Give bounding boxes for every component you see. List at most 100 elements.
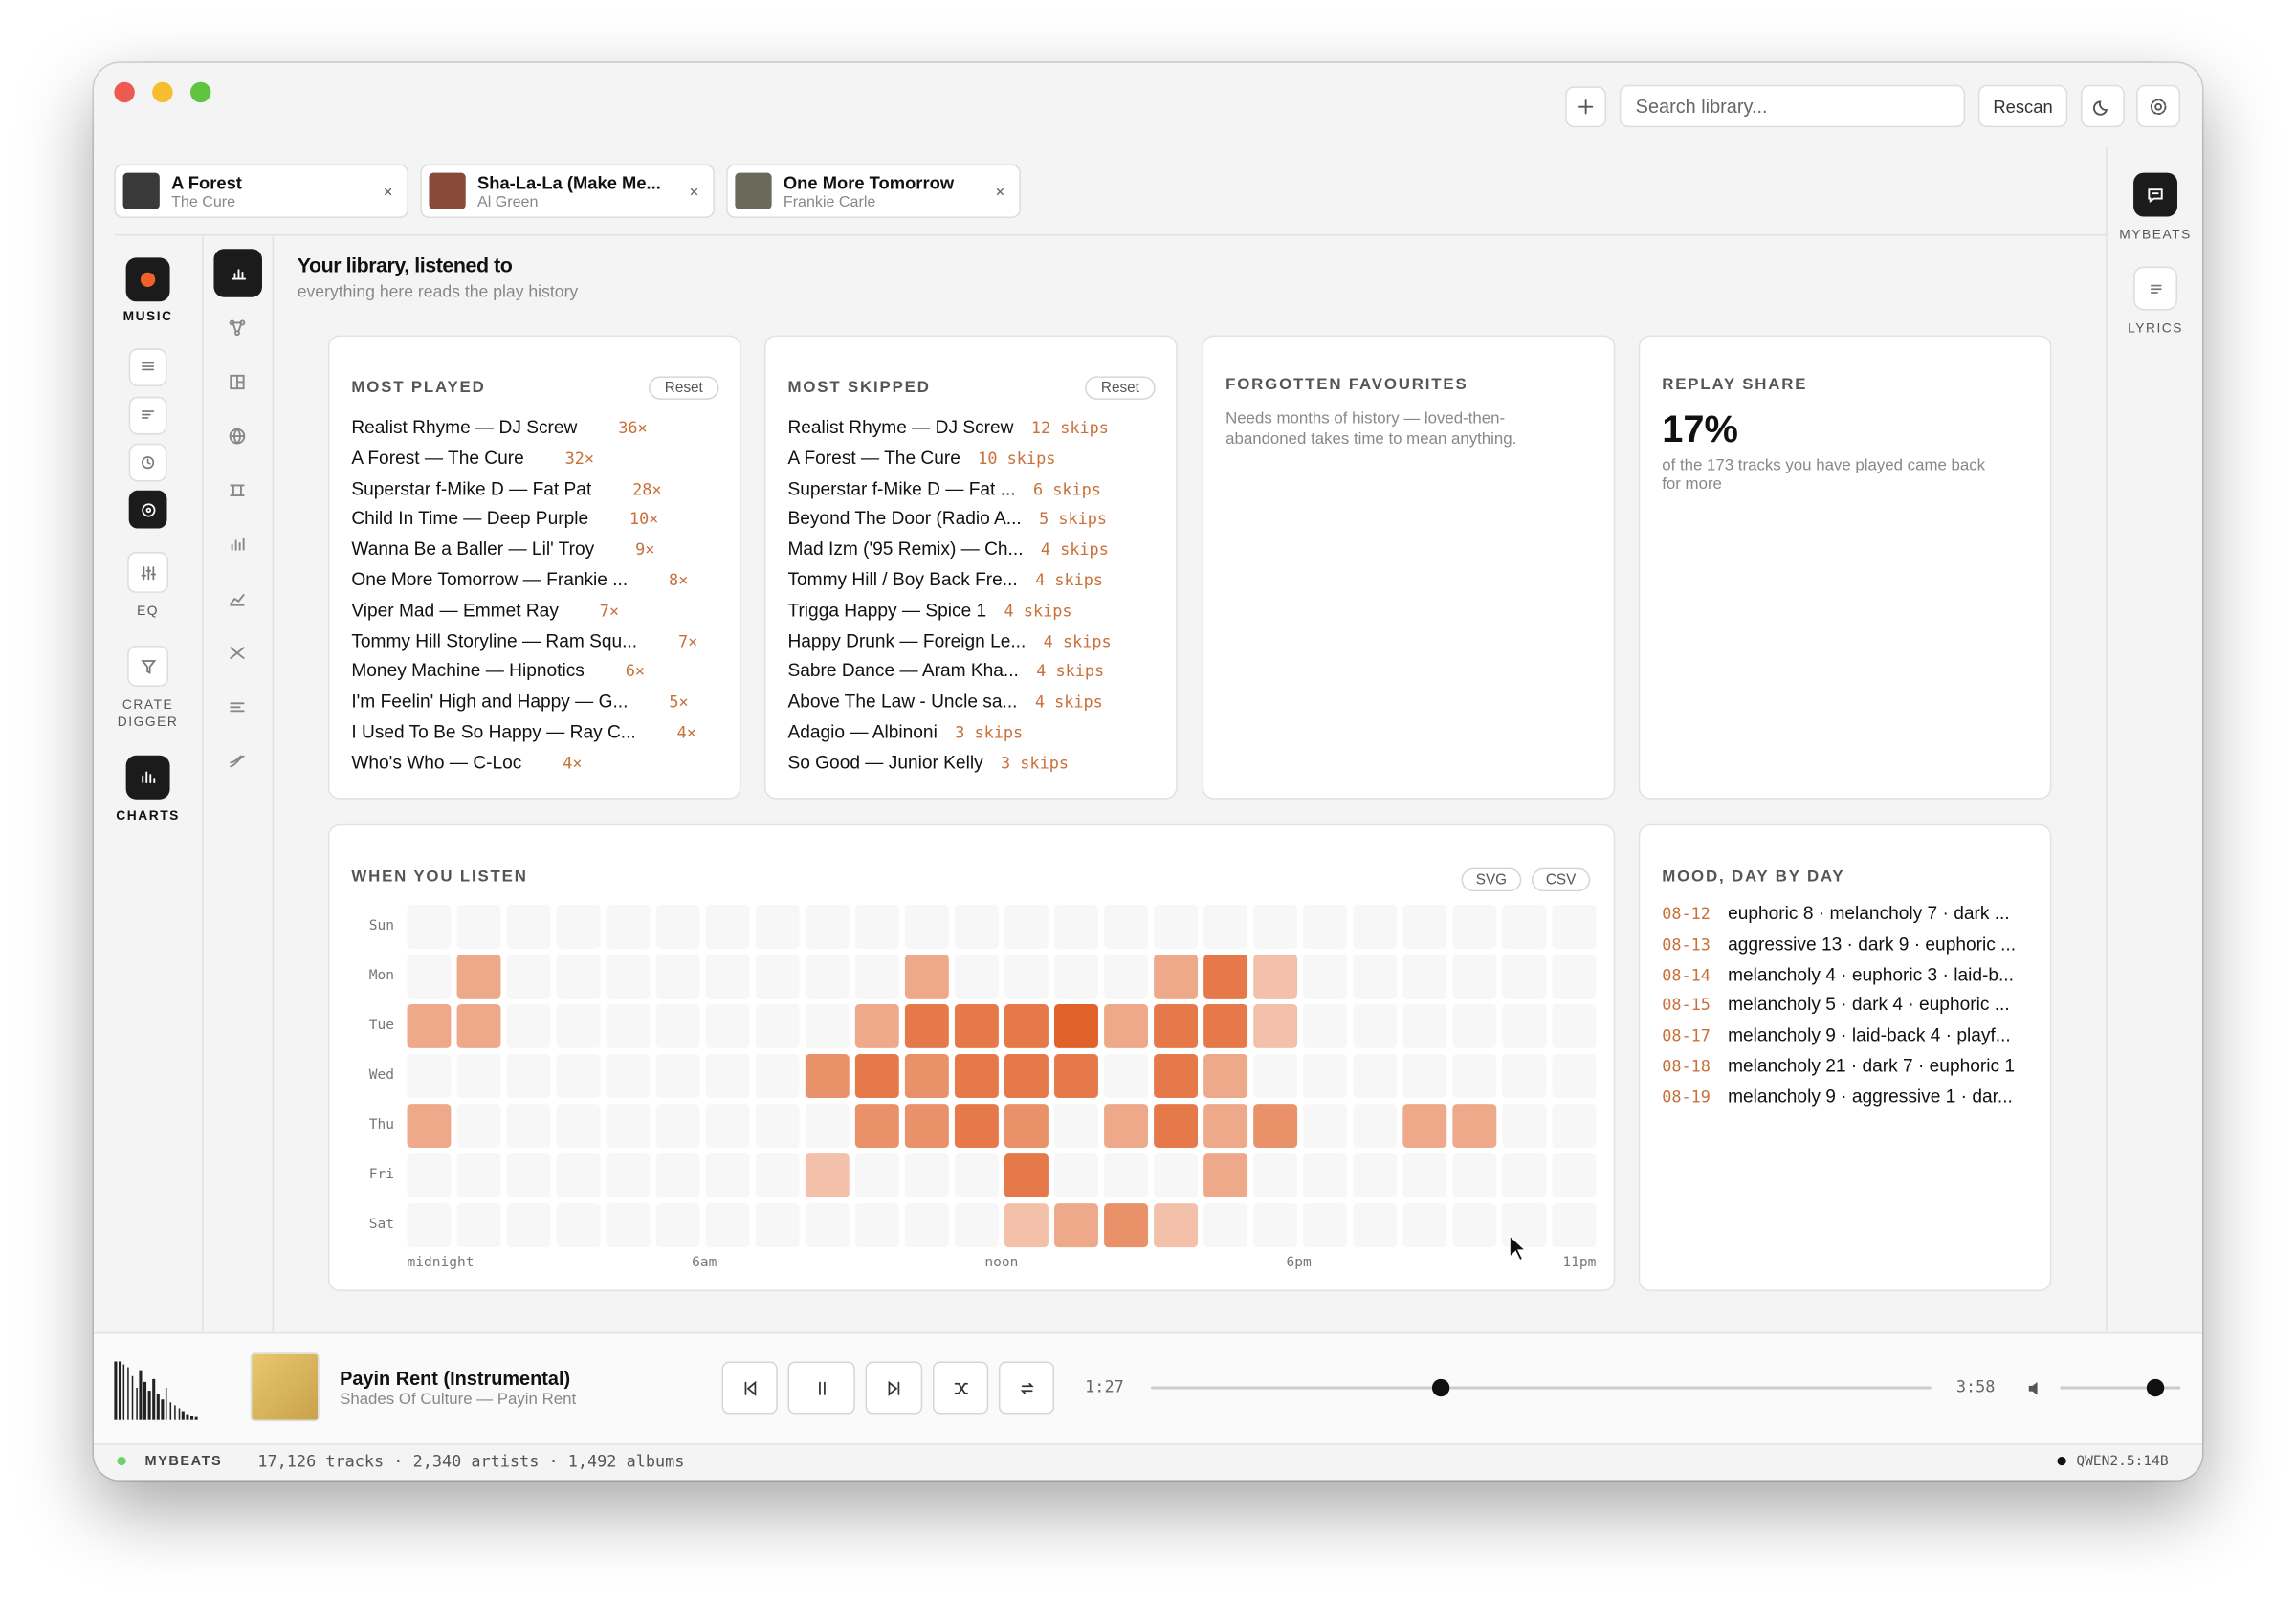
progress-track[interactable] bbox=[1151, 1386, 1932, 1390]
heatmap-cell bbox=[506, 954, 551, 999]
list-row[interactable]: Who's Who — C-Loc 4× bbox=[351, 752, 582, 772]
day-label: Tue bbox=[368, 1017, 394, 1034]
tab[interactable]: Sha-La-La (Make Me... Al Green bbox=[420, 164, 715, 219]
track-count: 4 skips bbox=[1043, 631, 1112, 651]
list-row[interactable]: Superstar f-Mike D — Fat Pat 28× bbox=[351, 478, 661, 498]
subnav-item[interactable] bbox=[220, 582, 255, 615]
nav-item[interactable] bbox=[128, 348, 167, 387]
tab[interactable]: One More Tomorrow Frankie Carle bbox=[726, 164, 1021, 219]
tab-close[interactable] bbox=[682, 180, 705, 203]
list-row[interactable]: Happy Drunk — Foreign Le... 4 skips bbox=[787, 630, 1111, 650]
subnav-active[interactable] bbox=[213, 249, 262, 297]
day-label: Thu bbox=[368, 1116, 394, 1133]
list-row[interactable]: Beyond The Door (Radio A... 5 skips bbox=[787, 509, 1107, 529]
window-control[interactable] bbox=[152, 81, 173, 103]
nav-item[interactable] bbox=[128, 443, 167, 482]
subnav-item[interactable] bbox=[220, 420, 255, 452]
rescan-button[interactable]: Rescan bbox=[1977, 84, 2068, 128]
list-row[interactable]: Tommy Hill / Boy Back Fre... 4 skips bbox=[787, 569, 1103, 589]
mybeats-button[interactable] bbox=[2133, 172, 2178, 217]
search-input[interactable]: Search library... bbox=[1619, 84, 1966, 128]
player-control[interactable] bbox=[865, 1361, 923, 1415]
theme-button[interactable] bbox=[2080, 84, 2125, 128]
player-control[interactable] bbox=[932, 1361, 989, 1415]
player-control[interactable] bbox=[721, 1361, 778, 1415]
volume-icon[interactable] bbox=[2023, 1377, 2043, 1397]
list-row[interactable]: Child In Time — Deep Purple 10× bbox=[351, 509, 658, 529]
heatmap-cell bbox=[1253, 1003, 1298, 1048]
heatmap-cell bbox=[407, 1203, 452, 1248]
list-row[interactable]: Above The Law - Uncle sa... 4 skips bbox=[787, 692, 1102, 712]
tab-subtitle: Frankie Carle bbox=[783, 193, 876, 211]
progress-knob[interactable] bbox=[1431, 1378, 1450, 1397]
list-row[interactable]: Viper Mad — Emmet Ray 7× bbox=[351, 600, 619, 620]
player-control[interactable] bbox=[998, 1361, 1055, 1415]
icon-part bbox=[743, 1379, 756, 1396]
icon-part bbox=[140, 565, 156, 580]
tab[interactable]: A Forest The Cure bbox=[114, 164, 409, 219]
pill-button[interactable]: SVG bbox=[1461, 867, 1522, 892]
list-row[interactable]: Mad Izm ('95 Remix) — Ch... 4 skips bbox=[787, 539, 1108, 560]
settings-button[interactable] bbox=[2136, 84, 2181, 128]
list-row[interactable]: Superstar f-Mike D — Fat ... 6 skips bbox=[787, 478, 1100, 498]
wave-bar bbox=[147, 1391, 151, 1420]
pill-button[interactable]: Reset bbox=[1085, 376, 1156, 400]
heatmap-cell bbox=[606, 1153, 651, 1198]
list-row[interactable]: Adagio — Albinoni 3 skips bbox=[787, 722, 1023, 742]
pill-button[interactable]: CSV bbox=[1532, 867, 1591, 892]
window-control[interactable] bbox=[189, 81, 211, 103]
volume-knob[interactable] bbox=[2146, 1378, 2165, 1397]
list-row[interactable]: Trigga Happy — Spice 1 4 skips bbox=[787, 600, 1071, 620]
pill-button[interactable]: Reset bbox=[649, 376, 719, 400]
nav-item-active[interactable] bbox=[128, 490, 167, 529]
nav-item[interactable] bbox=[128, 396, 167, 434]
subnav-item[interactable] bbox=[220, 691, 255, 723]
tab-artwork bbox=[429, 172, 466, 209]
nav-eq[interactable] bbox=[127, 552, 169, 593]
icon-part bbox=[144, 506, 151, 513]
list-row[interactable]: Tommy Hill Storyline — Ram Squ... 7× bbox=[351, 630, 697, 650]
lyrics-button[interactable] bbox=[2133, 266, 2178, 311]
volume-track[interactable] bbox=[2060, 1386, 2181, 1390]
heatmap-cell bbox=[1552, 954, 1597, 999]
icon-part bbox=[888, 1379, 900, 1396]
list-row[interactable]: Wanna Be a Baller — Lil' Troy 9× bbox=[351, 539, 654, 560]
heatmap-cell bbox=[1253, 904, 1298, 949]
heatmap-cell bbox=[1552, 904, 1597, 949]
heatmap-cell bbox=[954, 1203, 999, 1248]
list-row[interactable]: Realist Rhyme — DJ Screw 36× bbox=[351, 417, 647, 437]
list-row[interactable]: Realist Rhyme — DJ Screw 12 skips bbox=[787, 417, 1108, 437]
icon-part bbox=[1019, 1382, 1034, 1394]
list-row[interactable]: A Forest — The Cure 32× bbox=[351, 448, 594, 468]
heatmap-cell bbox=[1203, 1054, 1248, 1098]
track-name: Child In Time — Deep Purple bbox=[351, 508, 589, 530]
subnav-item[interactable] bbox=[220, 474, 255, 507]
list-row[interactable]: I Used To Be So Happy — Ray C... 4× bbox=[351, 722, 696, 742]
nav-music[interactable] bbox=[125, 257, 170, 302]
mood-text: melancholy 4 · euphoric 3 · laid-b... bbox=[1728, 964, 2014, 985]
window-control[interactable] bbox=[114, 81, 135, 103]
heatmap-cell bbox=[1004, 1054, 1049, 1098]
list-row[interactable]: Money Machine — Hipnotics 6× bbox=[351, 661, 645, 681]
status-model: QWEN2.5:14B bbox=[2076, 1453, 2169, 1470]
list-row[interactable]: Sabre Dance — Aram Kha... 4 skips bbox=[787, 661, 1104, 681]
list-row[interactable]: One More Tomorrow — Frankie ... 8× bbox=[351, 569, 688, 589]
heatmap-cell bbox=[606, 1003, 651, 1048]
icon-part bbox=[2150, 283, 2161, 294]
subnav-item[interactable] bbox=[220, 637, 255, 670]
list-row[interactable]: So Good — Junior Kelly 3 skips bbox=[787, 752, 1069, 772]
tab-close[interactable] bbox=[376, 180, 399, 203]
list-row[interactable]: I'm Feelin' High and Happy — G... 5× bbox=[351, 692, 688, 712]
icon-part bbox=[231, 537, 245, 551]
list-row[interactable]: A Forest — The Cure 10 skips bbox=[787, 448, 1055, 468]
add-button[interactable] bbox=[1565, 86, 1607, 128]
subnav-item[interactable] bbox=[220, 366, 255, 399]
player-control[interactable] bbox=[787, 1361, 855, 1415]
nav-charts[interactable] bbox=[125, 755, 170, 800]
nav-crate-digger[interactable] bbox=[127, 645, 169, 687]
heatmap-cell bbox=[755, 904, 800, 949]
tab-close[interactable] bbox=[988, 180, 1011, 203]
subnav-item[interactable] bbox=[220, 745, 255, 778]
subnav-item[interactable] bbox=[220, 312, 255, 344]
subnav-item[interactable] bbox=[220, 529, 255, 561]
